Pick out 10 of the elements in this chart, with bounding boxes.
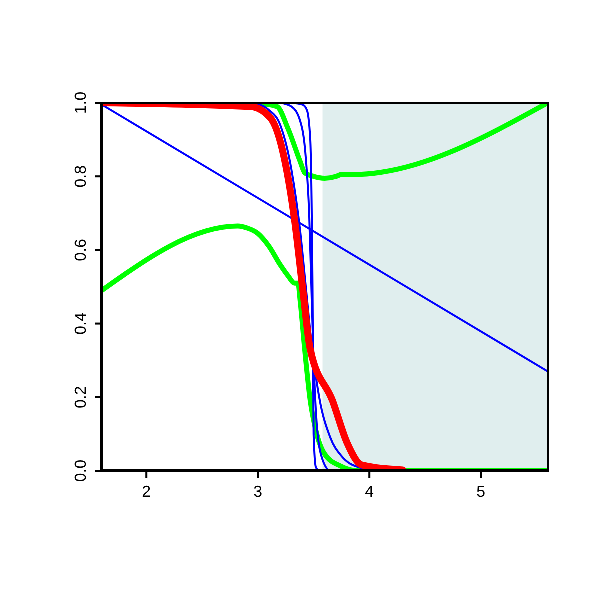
y-tick-label: 0.6 xyxy=(73,238,90,262)
y-tick-label: 1.0 xyxy=(73,92,90,114)
y-tick-label: 0.8 xyxy=(73,165,90,188)
y-tick-label: 0.4 xyxy=(73,312,90,335)
y-tick-label: 0.2 xyxy=(73,386,90,409)
x-tick-label: 4 xyxy=(365,484,374,501)
x-tick-label: 5 xyxy=(476,484,486,501)
x-tick-label: 3 xyxy=(254,484,263,501)
y-tick-label: 0.0 xyxy=(73,460,90,482)
x-tick-label: 2 xyxy=(142,484,152,501)
